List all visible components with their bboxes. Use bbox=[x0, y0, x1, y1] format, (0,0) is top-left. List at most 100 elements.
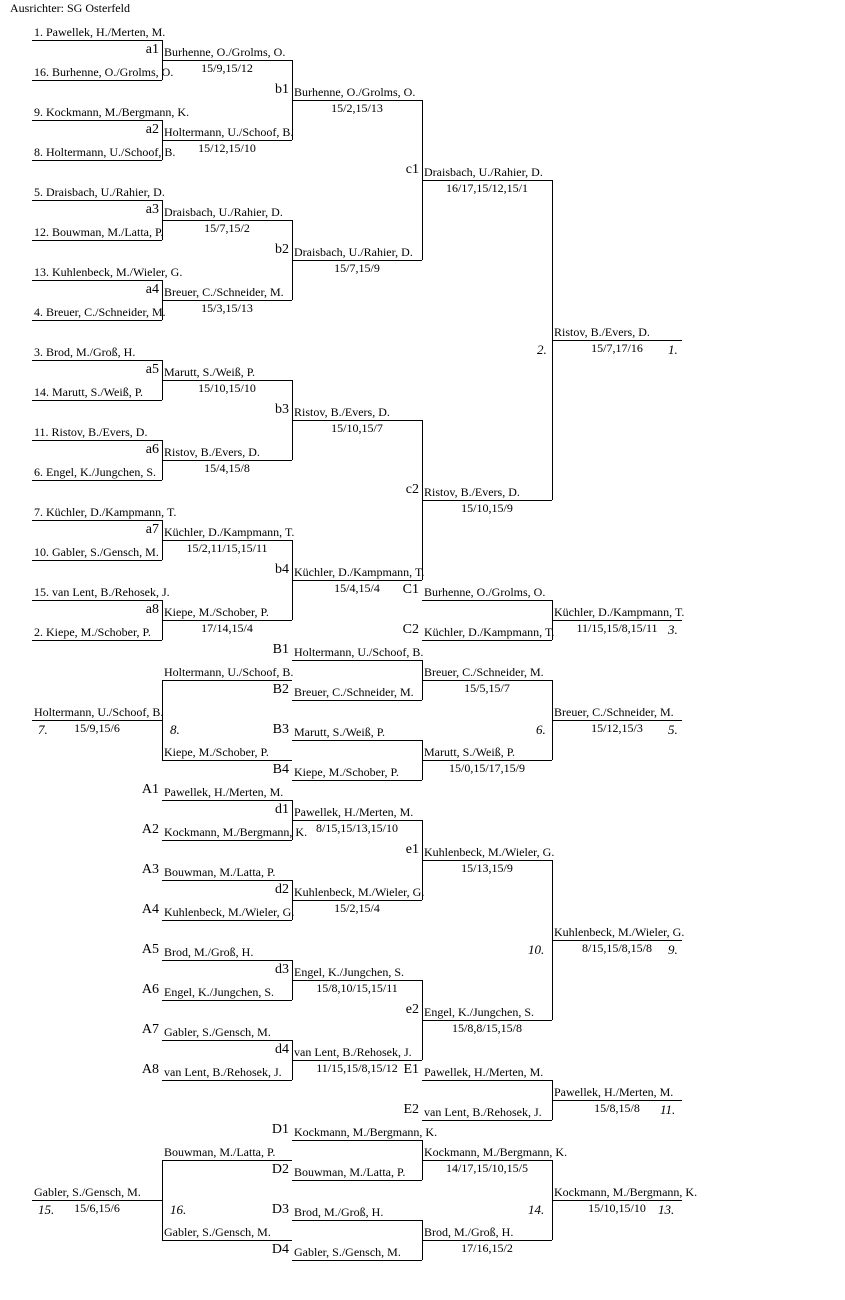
match-score: 15/12,15/10 bbox=[198, 141, 256, 155]
bracket-line bbox=[422, 1240, 552, 1241]
match-label: d2 bbox=[275, 882, 289, 897]
match-label: E1 bbox=[403, 1062, 419, 1077]
bracket-line bbox=[162, 840, 292, 841]
placement: 8. bbox=[170, 722, 180, 737]
team-name: Breuer, C./Schneider, M. bbox=[164, 285, 284, 299]
bracket-line bbox=[32, 320, 162, 321]
bracket-line bbox=[292, 260, 422, 261]
match-score: 15/9,15/12 bbox=[201, 61, 253, 75]
team-name: Kockmann, M./Bergmann, K. bbox=[554, 1185, 698, 1199]
placement: 14. bbox=[528, 1202, 545, 1217]
match-label: A6 bbox=[141, 982, 159, 997]
team-name: Kiepe, M./Schober, P. bbox=[164, 605, 269, 619]
bracket-line bbox=[32, 160, 162, 161]
bracket-line bbox=[292, 900, 422, 901]
bracket-line bbox=[292, 1260, 422, 1261]
team-name: 9. Kockmann, M./Bergmann, K. bbox=[34, 105, 190, 119]
bracket-line bbox=[292, 420, 422, 421]
team-name: Engel, K./Jungchen, S. bbox=[424, 1005, 534, 1019]
team-name: 4. Breuer, C./Schneider, M. bbox=[34, 305, 166, 319]
match-score: 11/15,15/8,15/12 bbox=[316, 1061, 398, 1075]
bracket-line bbox=[162, 300, 292, 301]
match-score: 15/5,15/7 bbox=[464, 681, 510, 695]
team-name: 2. Kiepe, M./Schober, P. bbox=[34, 625, 151, 639]
bracket-line bbox=[292, 740, 422, 741]
bracket-line bbox=[162, 920, 292, 921]
match-label: C2 bbox=[402, 622, 419, 637]
bracket-line bbox=[422, 760, 552, 761]
bracket-line bbox=[32, 240, 162, 241]
match-label: a5 bbox=[145, 362, 159, 377]
team-name: Ristov, B./Evers, D. bbox=[554, 325, 650, 339]
bracket-line bbox=[422, 500, 552, 501]
match-label: B4 bbox=[272, 762, 289, 777]
match-score: 15/7,15/9 bbox=[334, 261, 380, 275]
match-score: 15/4,15/8 bbox=[204, 461, 250, 475]
match-score: 15/8,8/15,15/8 bbox=[451, 1021, 522, 1035]
team-name: Holtermann, U./Schoof, B. bbox=[164, 665, 294, 679]
team-name: 15. van Lent, B./Rehosek, J. bbox=[34, 585, 170, 599]
bracket-connector bbox=[162, 680, 163, 760]
team-name: Brod, M./Groß, H. bbox=[294, 1205, 384, 1219]
bracket-line bbox=[32, 80, 162, 81]
bracket-connector bbox=[162, 200, 163, 240]
match-label: A5 bbox=[141, 942, 159, 957]
team-name: Küchler, D./Kampmann, T. bbox=[424, 625, 555, 639]
bracket-line bbox=[162, 680, 292, 681]
team-name: van Lent, B./Rehosek, J. bbox=[164, 1065, 282, 1079]
bracket-connector bbox=[162, 1160, 163, 1240]
bracket-line bbox=[422, 1020, 552, 1021]
bracket-line bbox=[292, 1180, 422, 1181]
placement: 5. bbox=[668, 722, 678, 737]
team-name: van Lent, B./Rehosek, J. bbox=[294, 1045, 412, 1059]
team-name: Kuhlenbeck, M./Wieler, G. bbox=[554, 925, 685, 939]
team-name: Pawellek, H./Merten, M. bbox=[424, 1065, 544, 1079]
match-label: A4 bbox=[141, 902, 159, 917]
bracket-line bbox=[422, 1120, 552, 1121]
bracket-line bbox=[422, 860, 552, 861]
bracket-line bbox=[32, 40, 162, 41]
bracket-line bbox=[552, 620, 682, 621]
team-name: 5. Draisbach, U./Rahier, D. bbox=[34, 185, 165, 199]
bracket-line bbox=[162, 1160, 292, 1161]
team-name: Breuer, C./Schneider, M. bbox=[294, 685, 414, 699]
match-label: D2 bbox=[271, 1162, 289, 1177]
match-label: a1 bbox=[145, 42, 159, 57]
team-name: Ristov, B./Evers, D. bbox=[294, 405, 390, 419]
team-name: Kuhlenbeck, M./Wieler, G. bbox=[164, 905, 295, 919]
team-name: Draisbach, U./Rahier, D. bbox=[164, 205, 283, 219]
match-score: 15/2,15/4 bbox=[334, 901, 380, 915]
match-score: 17/14,15/4 bbox=[201, 621, 253, 635]
match-score: 15/13,15/9 bbox=[461, 861, 513, 875]
team-name: Kiepe, M./Schober, P. bbox=[164, 745, 269, 759]
match-score: 15/10,15/10 bbox=[198, 381, 256, 395]
bracket-line bbox=[162, 540, 292, 541]
team-name: Marutt, S./Weiß, P. bbox=[294, 725, 386, 739]
bracket-line bbox=[162, 760, 292, 761]
match-label: b4 bbox=[275, 562, 289, 577]
team-name: Ristov, B./Evers, D. bbox=[424, 485, 520, 499]
match-score: 15/6,15/6 bbox=[74, 1201, 120, 1215]
bracket-line bbox=[552, 940, 682, 941]
match-score: 17/16,15/2 bbox=[461, 1241, 513, 1255]
bracket-connector bbox=[162, 520, 163, 560]
bracket-line bbox=[292, 820, 422, 821]
match-score: 15/12,15/3 bbox=[591, 721, 643, 735]
team-name: Bouwman, M./Latta, P. bbox=[164, 1145, 276, 1159]
bracket-line bbox=[162, 380, 292, 381]
bracket-connector bbox=[292, 220, 293, 300]
team-name: Engel, K./Jungchen, S. bbox=[294, 965, 404, 979]
placement: 6. bbox=[536, 722, 546, 737]
match-label: c2 bbox=[405, 482, 419, 497]
match-label: D1 bbox=[271, 1122, 289, 1137]
team-name: Kockmann, M./Bergmann, K. bbox=[424, 1145, 568, 1159]
team-name: Küchler, D./Kampmann, T. bbox=[294, 565, 425, 579]
bracket-line bbox=[552, 340, 682, 341]
team-name: Marutt, S./Weiß, P. bbox=[164, 365, 256, 379]
team-name: Küchler, D./Kampmann, T. bbox=[554, 605, 685, 619]
team-name: Kockmann, M./Bergmann, K. bbox=[164, 825, 308, 839]
match-score: 15/3,15/13 bbox=[201, 301, 253, 315]
bracket-line bbox=[422, 680, 552, 681]
match-label: b2 bbox=[275, 242, 289, 257]
team-name: Marutt, S./Weiß, P. bbox=[424, 745, 516, 759]
